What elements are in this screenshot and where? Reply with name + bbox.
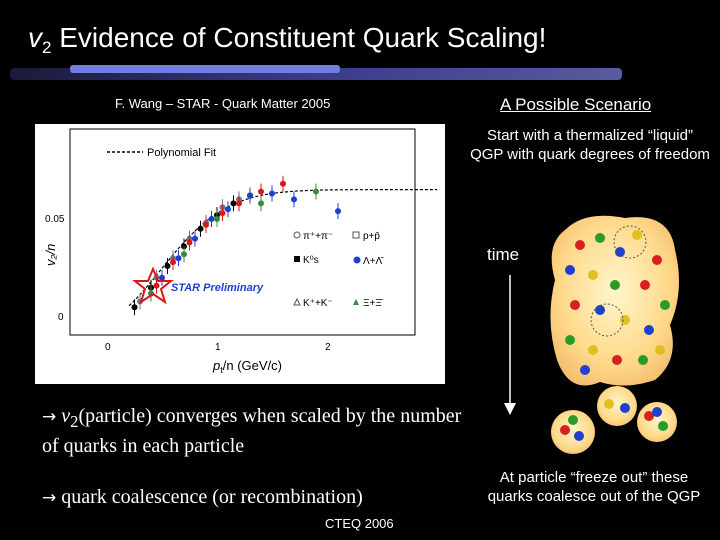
point-Lambda <box>291 196 297 203</box>
star-label: STAR Preliminary <box>171 282 264 294</box>
point-K0s <box>197 225 204 232</box>
point-Xi <box>258 200 264 207</box>
plot-frame <box>69 128 416 336</box>
footer-cteq: CTEQ 2006 <box>325 516 394 531</box>
point-p <box>280 180 286 187</box>
fit-label: Polynomial Fit <box>147 147 216 159</box>
fit-legend: Polynomial Fit <box>107 147 216 159</box>
legend-xi: Ξ+Ξ̄ <box>363 298 384 309</box>
point-Lambda <box>208 216 215 222</box>
legend-pi: π⁺+π⁻ <box>303 231 333 242</box>
x-axis-label: pt/n (GeV/c) <box>212 358 282 375</box>
point-p <box>170 259 176 266</box>
point-K0s <box>164 263 171 270</box>
x-tick-1: 1 <box>215 342 221 353</box>
y-tick-0: 0 <box>58 312 64 323</box>
x-label-p: p <box>212 358 220 373</box>
point-p <box>153 282 160 289</box>
point-p <box>219 210 226 217</box>
fit-line <box>128 189 437 307</box>
point-Xi <box>214 216 220 222</box>
plot-background <box>35 124 445 384</box>
point-Lambda <box>192 235 198 242</box>
scenario-text: Start with a thermalized “liquid” QGP wi… <box>470 127 710 163</box>
polynomial-fit-curve <box>128 189 437 307</box>
time-label: time <box>487 245 520 264</box>
bullet-coalescence: → quark coalescence (or recombination) <box>42 485 462 510</box>
scenario-title: A Possible Scenario <box>500 95 652 114</box>
title-sub: 2 <box>42 38 52 57</box>
x-tick-2: 2 <box>325 342 331 353</box>
legend-lambda: Λ+Λ̄ <box>363 256 384 267</box>
time-arrow-icon <box>504 275 516 415</box>
x-label-sub: t <box>220 365 223 375</box>
star-preliminary-logo: STAR Preliminary <box>132 266 264 305</box>
point-Lambda <box>269 190 275 197</box>
point-K0s <box>230 200 237 207</box>
legend-k: K⁺+K⁻ <box>303 298 333 309</box>
legend-p: p+p̄ <box>363 231 380 242</box>
title-v: v <box>28 22 42 53</box>
point-Xi <box>313 188 319 195</box>
bullet1-arrow-icon: → <box>42 407 57 427</box>
bullet1-v: v <box>61 405 71 427</box>
slide-title: v2 Evidence of Constituent Quark Scaling… <box>28 22 546 58</box>
particle-legend: π⁺+π⁻ p+p̄ K⁰s Λ+Λ̄ K⁺+K⁻ Ξ+Ξ̄ <box>293 231 384 309</box>
point-K0s <box>131 304 138 311</box>
bullet2-arrow-icon: → <box>42 488 57 508</box>
title-decoration-bar <box>10 65 622 80</box>
y-axis-label: v₂/n <box>43 244 58 266</box>
legend-k0s: K⁰s <box>303 255 319 266</box>
v2-scaling-plot: Polynomial Fit 0.05 0 0 1 2 v₂/n pt/n (G… <box>35 124 445 384</box>
title-text: Evidence of Constituent Quark Scaling! <box>59 22 547 53</box>
x-tick-0: 0 <box>105 342 111 353</box>
plot-credit: F. Wang – STAR - Quark Matter 2005 <box>115 96 331 111</box>
point-p <box>186 239 193 246</box>
point-p <box>258 188 264 195</box>
y-tick-005: 0.05 <box>45 214 65 225</box>
bullet2-text: quark coalescence (or recombination) <box>61 486 363 508</box>
point-Lambda <box>335 208 341 215</box>
point-Lambda <box>225 206 231 213</box>
point-Lambda <box>175 255 182 262</box>
x-label-rest: /n (GeV/c) <box>223 358 282 373</box>
freeze-out-text: At particle “freeze out” these quarks co… <box>487 469 701 505</box>
qgp-quark-illustration <box>550 215 679 454</box>
point-Lambda <box>159 274 165 281</box>
bullet1-text: (particle) converges when scaled by the … <box>42 405 462 457</box>
bullet1-sub: 2 <box>70 412 79 431</box>
bullet-v2-scaling: → v2(particle) converges when scaled by … <box>42 404 462 458</box>
point-p <box>203 221 209 228</box>
point-Lambda <box>247 192 253 199</box>
point-Xi <box>181 251 187 258</box>
point-p <box>236 200 242 207</box>
